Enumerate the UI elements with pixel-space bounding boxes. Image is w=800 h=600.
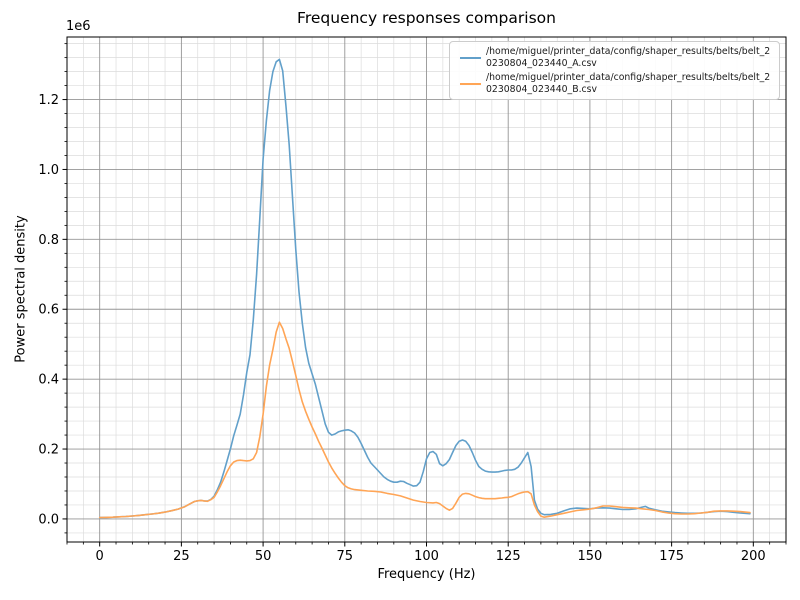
x-axis-label: Frequency (Hz): [377, 567, 476, 582]
y-axis-label: Power spectral density: [13, 215, 29, 363]
legend-entry-belt-b: /home/miguel/printer_data/config/shaper_…: [456, 72, 773, 95]
legend: /home/miguel/printer_data/config/shaper_…: [449, 41, 780, 101]
chart-title: Frequency responses comparison: [297, 9, 556, 27]
x-tick-label: 50: [255, 549, 272, 564]
y-tick-label: 0.6: [38, 303, 59, 318]
x-tick-label: 0: [96, 549, 104, 564]
y-tick-label: 0.8: [38, 233, 59, 248]
x-tick-label: 100: [414, 549, 439, 564]
legend-label-belt-b: /home/miguel/printer_data/config/shaper_…: [486, 72, 771, 95]
y-tick-label: 0.0: [38, 512, 59, 527]
y-tick-label: 0.2: [38, 443, 59, 458]
y-tick-label: 1.2: [38, 93, 59, 108]
series-line-a: [98, 58, 751, 519]
y-tick-label: 1.0: [38, 163, 59, 178]
x-tick-label: 200: [741, 549, 766, 564]
x-tick-label: 125: [496, 549, 521, 564]
series-line-b: [98, 321, 751, 519]
x-tick-label: 150: [577, 549, 602, 564]
x-tick-label: 75: [337, 549, 354, 564]
y-tick-label: 0.4: [38, 373, 59, 388]
legend-label-belt-a: /home/miguel/printer_data/config/shaper_…: [486, 46, 771, 69]
legend-entry-belt-a: /home/miguel/printer_data/config/shaper_…: [456, 46, 773, 69]
x-tick-label: 175: [659, 549, 684, 564]
x-tick-label: 25: [173, 549, 190, 564]
series-b-line-swatch: [460, 82, 481, 85]
series-a-line-swatch: [460, 56, 481, 59]
y-axis-offset-label: 1e6: [66, 19, 91, 34]
